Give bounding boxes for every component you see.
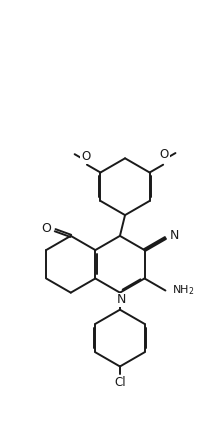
Text: N: N (170, 229, 179, 242)
Text: N: N (117, 293, 126, 306)
Text: O: O (160, 148, 169, 161)
Text: O: O (81, 150, 90, 163)
Text: O: O (41, 222, 51, 235)
Text: Cl: Cl (114, 375, 126, 389)
Text: NH$_2$: NH$_2$ (172, 284, 194, 297)
